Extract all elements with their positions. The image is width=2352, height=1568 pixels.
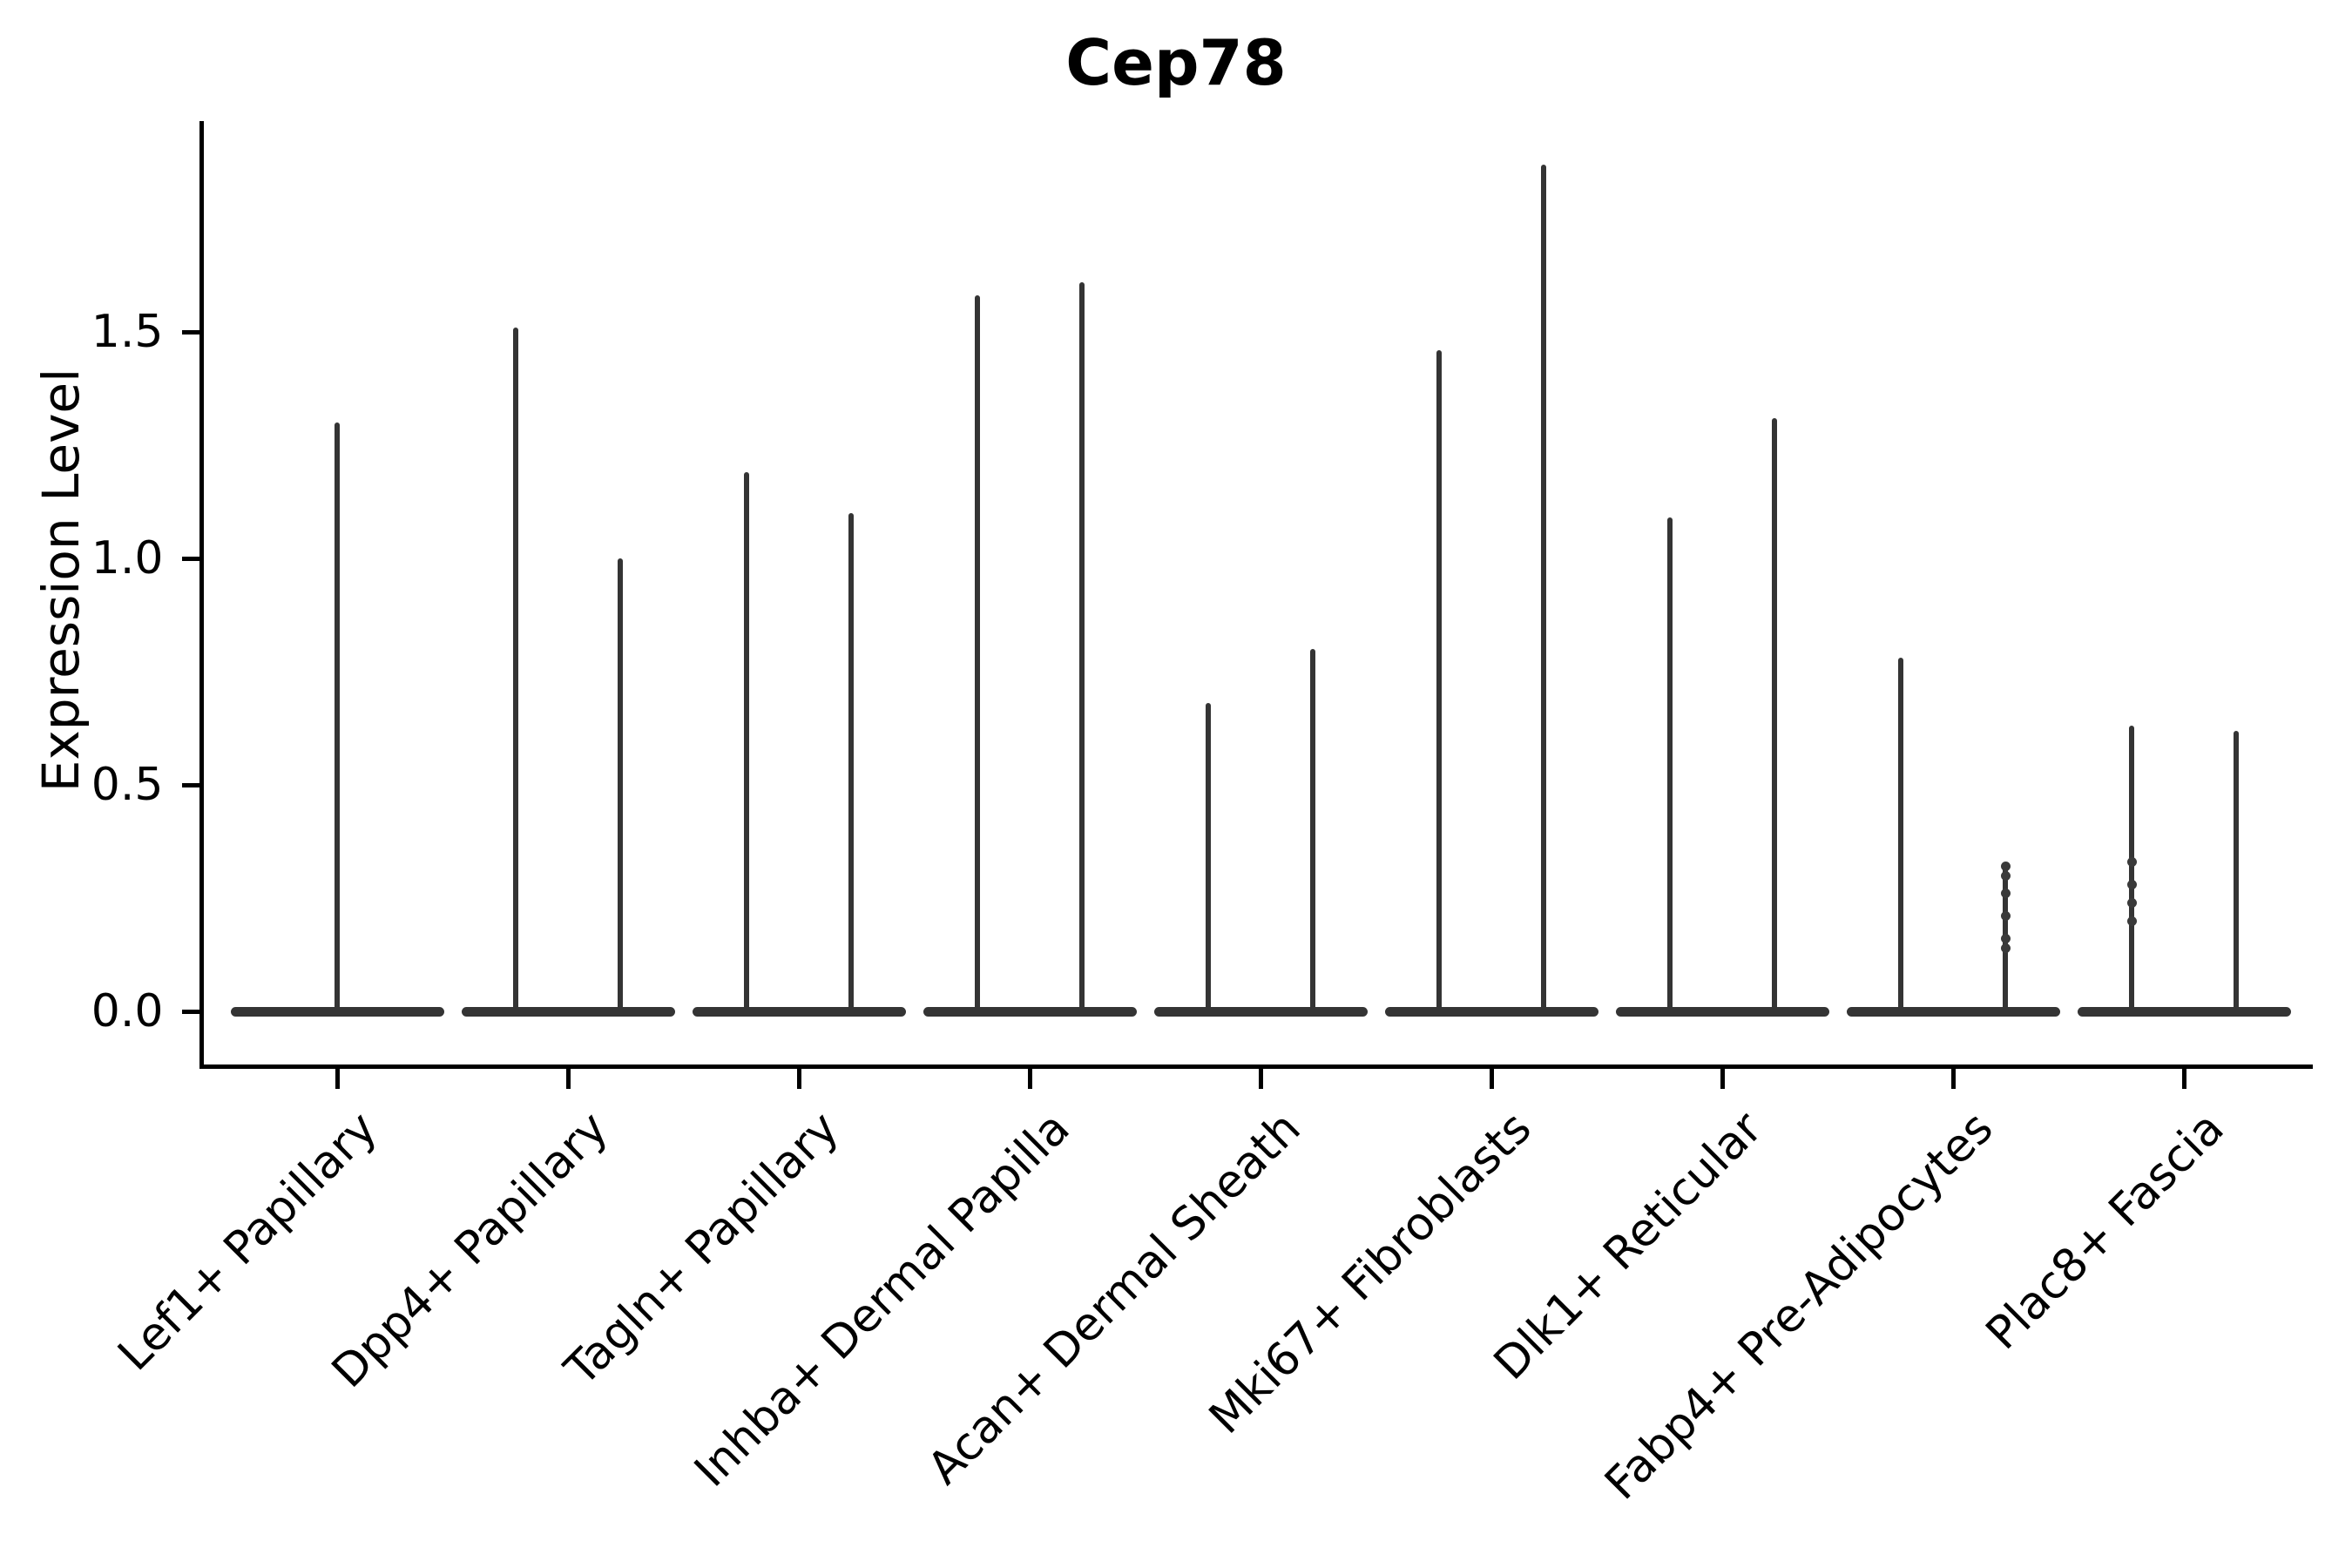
violin-base: [2077, 1006, 2291, 1017]
violin-point: [2126, 897, 2137, 908]
violin-base: [1153, 1006, 1368, 1017]
x-axis-spine: [199, 1064, 2313, 1069]
violin-base: [692, 1006, 906, 1017]
x-tick-label: Acan+ Dermal Sheath: [917, 1102, 1311, 1495]
x-tick-mark: [796, 1069, 801, 1089]
violin-spike: [975, 295, 980, 1011]
violin-spike: [1436, 349, 1442, 1011]
violin-spike: [2234, 730, 2239, 1011]
y-tick-label: 0.5: [91, 759, 164, 811]
violin-point: [2000, 934, 2011, 944]
violin-point: [2000, 889, 2011, 899]
violin-point: [2126, 916, 2137, 926]
x-tick-label: Inhba+ Dermal Papilla: [685, 1102, 1080, 1497]
x-tick-mark: [1720, 1069, 1725, 1089]
y-tick-mark: [181, 782, 202, 787]
violin-spike: [1898, 658, 1903, 1011]
violin-spike: [848, 513, 854, 1011]
x-tick-label: Mki67+ Fibroblasts: [1199, 1102, 1542, 1444]
violin-point: [2000, 943, 2011, 953]
chart-title: Cep78: [1065, 26, 1287, 99]
violin-spike: [1772, 417, 1777, 1011]
x-tick-mark: [565, 1069, 571, 1089]
violin-base: [1615, 1006, 1829, 1017]
y-tick-mark: [181, 1009, 202, 1014]
violin-base: [923, 1006, 1137, 1017]
violin-base: [461, 1006, 675, 1017]
y-tick-label: 0.0: [91, 985, 164, 1037]
x-tick-label: Dpp4+ Papillary: [321, 1102, 618, 1398]
y-tick-label: 1.5: [91, 306, 164, 358]
x-tick-mark: [2181, 1069, 2186, 1089]
y-tick-mark: [181, 556, 202, 561]
violin-spike: [1310, 649, 1315, 1011]
violin-point: [2126, 879, 2137, 889]
y-axis-spine: [199, 121, 204, 1069]
x-tick-mark: [335, 1069, 340, 1089]
violin-point: [2000, 911, 2011, 922]
violin-spike: [1206, 703, 1211, 1011]
x-tick-mark: [1489, 1069, 1494, 1089]
x-tick-mark: [1258, 1069, 1263, 1089]
x-tick-label: Tagln+ Papillary: [555, 1102, 849, 1396]
violin-spike: [335, 422, 340, 1011]
violin-spike: [1079, 281, 1085, 1011]
violin-spike: [744, 472, 749, 1011]
violin-point: [2000, 870, 2011, 881]
violin-spike: [2129, 726, 2134, 1011]
y-tick-mark: [181, 329, 202, 335]
violin-point: [2000, 862, 2011, 872]
violin-spike: [618, 558, 623, 1011]
violin-base: [230, 1006, 444, 1017]
violin-spike: [513, 327, 518, 1011]
violin-base: [1384, 1006, 1598, 1017]
violin-base: [1846, 1006, 2060, 1017]
x-tick-label: Plac8+ Fascia: [1976, 1102, 2234, 1361]
y-tick-label: 1.0: [91, 532, 164, 585]
x-tick-mark: [1950, 1069, 1956, 1089]
violin-spike: [1667, 517, 1673, 1011]
x-tick-mark: [1027, 1069, 1032, 1089]
violin-spike: [1541, 164, 1546, 1011]
x-tick-label: Dlk1+ Reticular: [1484, 1102, 1773, 1390]
violin-point: [2126, 856, 2137, 867]
x-tick-label: Fabp4+ Pre-Adipocytes: [1595, 1102, 2004, 1511]
